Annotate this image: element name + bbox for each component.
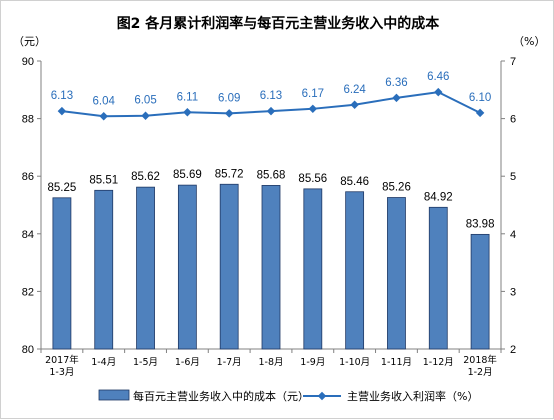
x-tick-label: 1-2月 [468,367,493,378]
left-tick-label: 88 [22,114,34,126]
line-value-label: 6.46 [427,71,449,83]
line-value-label: 6.13 [260,90,282,102]
bar [219,183,239,350]
line-marker [392,93,401,103]
x-tick-label: 1-12月 [423,357,454,368]
x-tick-label: 1-5月 [133,357,158,368]
x-tick-label: 1-11月 [381,357,412,368]
line-value-label: 6.04 [93,95,116,107]
x-tick-label: 1-4月 [91,357,116,368]
legend-bar-label: 每百元主营业务收入中的成本（元） [133,389,309,403]
left-tick-label: 80 [22,344,34,356]
bar [303,188,323,350]
line-marker [99,112,108,121]
legend: 每百元主营业务收入中的成本（元） 主营业务收入利润率（%） [98,389,478,403]
x-tick-label: 1-6月 [175,357,200,368]
line-marker [141,111,150,120]
line-marker [183,108,192,117]
x-tick-label: 2018年 [463,354,497,366]
bar [345,191,365,350]
line-value-label: 6.11 [177,91,199,103]
x-tick-label: 2017年 [45,354,79,366]
line-value-label: 6.13 [51,90,73,102]
bar [470,233,490,350]
line-marker [475,108,485,118]
bar [52,197,72,350]
right-tick-label: 5 [510,171,516,183]
right-tick-label: 2 [510,344,516,356]
bar [94,189,114,350]
bar-value-label: 85.62 [131,171,160,183]
bar-value-label: 85.25 [48,182,77,194]
line-marker [308,104,318,114]
line-value-label: 6.10 [469,92,491,104]
legend-line-label: 主营业务收入利润率（%） [347,389,478,403]
bar-value-label: 84.92 [424,191,453,203]
bar-value-label: 85.51 [89,174,118,186]
left-tick-label: 86 [22,171,34,183]
bar-value-label: 85.56 [298,173,327,185]
chart-title: 图2 各月累计利润率与每百元主营业务收入中的成本 [117,15,441,32]
right-axis-unit: （%） [513,35,545,48]
bar-value-label: 85.69 [173,169,202,181]
line-marker [224,109,234,118]
line-value-label: 6.05 [134,95,156,107]
x-tick-label: 1-3月 [49,367,74,378]
x-tick-label: 1-10月 [339,357,370,368]
right-tick-label: 6 [510,114,516,126]
bar [177,184,197,350]
bar [387,197,406,350]
legend-bar-swatch [98,389,130,401]
bar [428,206,448,350]
line-marker [57,106,67,116]
line-value-label: 6.09 [218,92,240,104]
bar [261,185,281,350]
bar-value-label: 85.46 [340,176,369,188]
right-tick-label: 3 [510,286,516,298]
x-tick-label: 1-9月 [300,357,325,368]
line-marker [266,106,276,116]
bar-value-label: 83.98 [466,218,495,230]
left-axis-unit: （元） [13,35,46,48]
bar-value-label: 85.68 [257,169,286,181]
bar-value-label: 85.72 [215,168,244,180]
line-value-label: 6.17 [302,88,324,100]
left-tick-label: 90 [22,56,34,68]
line-value-label: 6.24 [343,84,366,96]
line-marker [350,100,359,110]
bar-value-label: 85.26 [382,182,411,194]
right-tick-label: 4 [510,229,516,241]
right-tick-label: 7 [510,56,516,68]
left-tick-label: 84 [22,229,34,241]
line-marker [434,87,443,97]
x-tick-label: 1-8月 [258,357,283,368]
line-value-label: 6.36 [385,77,407,89]
bar [136,186,155,350]
x-tick-label: 1-7月 [217,357,242,368]
legend-line-marker [317,391,327,401]
left-tick-label: 82 [22,286,34,298]
